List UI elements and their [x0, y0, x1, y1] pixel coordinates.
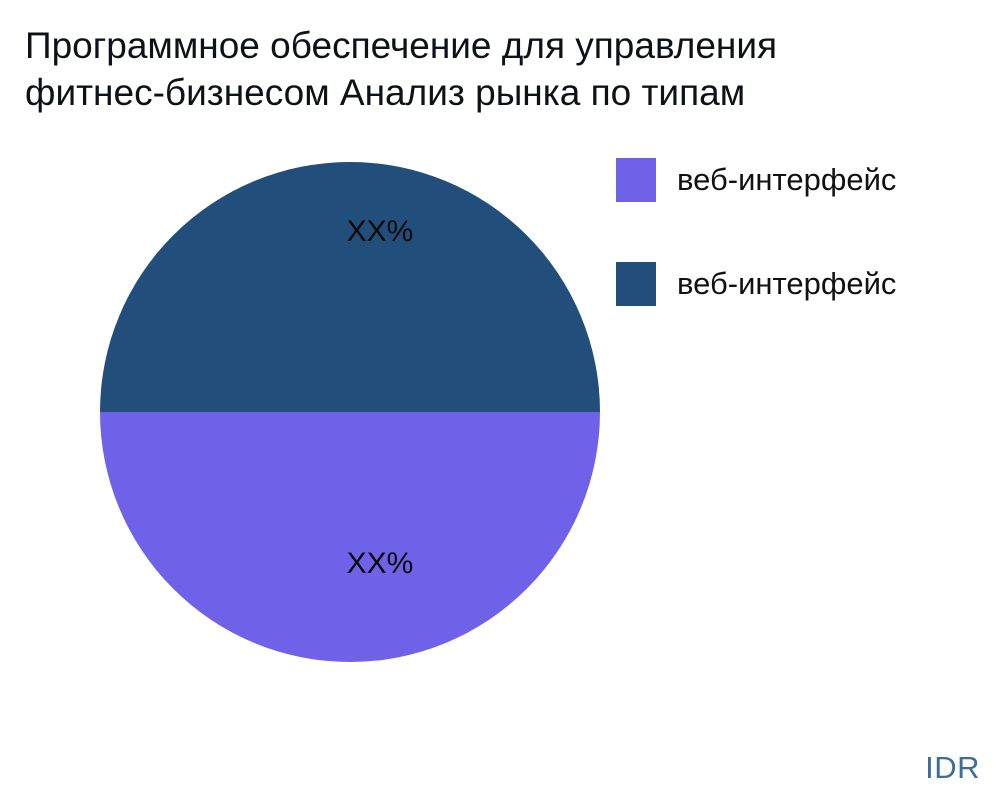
watermark-idr: IDR [925, 750, 980, 785]
legend: веб-интерфейс веб-интерфейс [616, 158, 896, 366]
legend-item: веб-интерфейс [616, 158, 896, 202]
legend-label: веб-интерфейс [677, 266, 897, 301]
pie-slice-value-label-bottom: XX% [346, 547, 414, 580]
legend-swatch-icon [616, 158, 656, 202]
chart-title-line-2: фитнес-бизнесом Анализ рынка по типам [25, 72, 746, 113]
legend-item: веб-интерфейс [616, 262, 896, 306]
pie-slice-value-label-top: XX% [346, 215, 414, 248]
legend-label: веб-интерфейс [677, 162, 897, 197]
pie-chart: XX% XX% [100, 162, 600, 662]
chart-title-line-1: Программное обеспечение для управления [25, 25, 778, 66]
legend-swatch-icon [616, 262, 656, 306]
chart-title: Программное обеспечение для управления фи… [25, 22, 925, 116]
